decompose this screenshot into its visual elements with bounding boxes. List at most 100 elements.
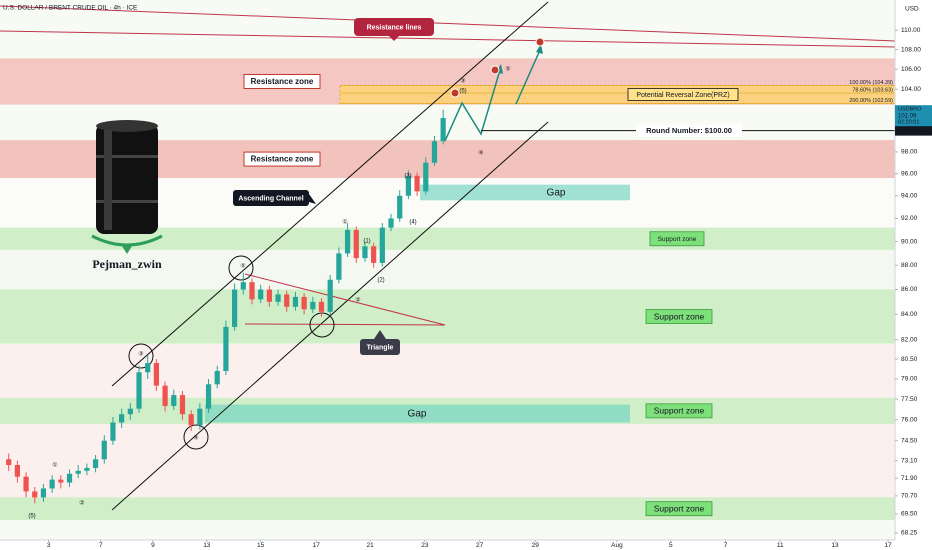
author: Pejman_zwin — [92, 257, 162, 271]
barrel-shine — [104, 130, 112, 230]
zone-label-box — [645, 403, 713, 419]
background-band — [0, 424, 895, 498]
candle-body — [431, 141, 438, 163]
prz-label-box — [627, 88, 739, 101]
last-price-symbol: USDBRO — [898, 107, 922, 113]
overlay: Round Number: $100.00 — [481, 124, 895, 137]
x-tick-label: 21 — [367, 542, 375, 549]
x-tick-label: 17 — [884, 542, 892, 549]
x-tick-label: 3 — [47, 542, 51, 549]
x-tick-label: 9 — [151, 542, 155, 549]
resistance-line — [0, 30, 896, 48]
x-tick-label: 7 — [724, 542, 728, 549]
y-tick-label: 69.50 — [901, 511, 918, 518]
annotation: Ascending Channel — [238, 195, 303, 202]
round-number-axis-label: 100.00 — [901, 128, 921, 135]
wave-label: (2) — [377, 278, 384, 284]
candle-body — [362, 246, 368, 259]
projection — [444, 69, 501, 142]
candle-body — [318, 301, 325, 312]
candle-body — [310, 301, 316, 310]
y-tick-label: 84.00 — [901, 311, 918, 318]
zone — [205, 404, 630, 423]
y-tick-label: 88.00 — [901, 262, 918, 269]
annotation-box — [360, 339, 400, 355]
y-tick-label: 68.25 — [901, 530, 918, 537]
candle-body — [119, 414, 125, 423]
wave-label: ② — [79, 500, 84, 507]
target — [535, 37, 545, 47]
candle-body — [353, 229, 359, 259]
round-number-label: Round Number: $100.00 — [646, 126, 732, 135]
zone — [0, 289, 895, 344]
prz-label: Potential Reversal Zone(PRZ) — [636, 92, 729, 99]
target — [490, 65, 500, 75]
candle-body — [440, 118, 446, 142]
triangle-line — [244, 323, 446, 326]
wave-label: ④ — [193, 435, 198, 442]
touch-circles — [128, 255, 335, 450]
round-number-axis-box — [895, 125, 932, 136]
zone-label: Support zone — [658, 236, 697, 243]
axis-labels: 68.25 69.50 70.70 71.90 73.10 74.50 76.00 77.50… — [47, 27, 932, 549]
candle-body — [249, 282, 255, 300]
candle-body — [397, 195, 403, 219]
wave-label: (5) — [459, 89, 466, 95]
zone-label: Gap — [408, 409, 427, 420]
zone — [0, 497, 895, 520]
last-price-box — [895, 105, 932, 127]
candle-body — [292, 296, 299, 307]
wave-labels: (5) ① ② ③ ④ ⑤ ① (1) (2) ② (3) (4) (5) ③ … — [28, 66, 510, 520]
candle-body — [188, 414, 194, 426]
last-price-timer: 02:20:01 — [898, 120, 919, 126]
x-tick-label: 13 — [203, 542, 211, 549]
y-tick-label: 92.00 — [901, 215, 918, 222]
y-tick-label: 108.00 — [901, 46, 921, 53]
barrel-arc — [91, 234, 163, 247]
x-tick-label: 7 — [99, 542, 103, 549]
touch-circle — [228, 255, 254, 281]
candle-body — [205, 384, 212, 409]
candle-body — [344, 229, 351, 254]
y-tick-label: 90.00 — [901, 238, 918, 245]
y-tick-label: 96.00 — [901, 170, 918, 177]
annotation-pointer — [389, 36, 399, 41]
background-band — [0, 344, 895, 398]
candle-body — [258, 289, 264, 300]
candle-body — [423, 162, 429, 192]
resistance-line — [0, 5, 896, 42]
wave-label: ① — [342, 219, 347, 226]
y-tick-label: 110.00 — [901, 27, 921, 34]
candle-body — [92, 459, 99, 468]
zone-label: Support zone — [654, 406, 705, 416]
annotation-pointer — [309, 194, 316, 204]
candle-body — [414, 175, 420, 192]
annotation-pointer — [374, 330, 386, 339]
zone-label-box — [243, 73, 321, 89]
projection-arrowhead — [496, 44, 543, 74]
triangle-line — [244, 273, 446, 326]
candle-body — [214, 370, 220, 385]
zone-label-box — [243, 151, 321, 167]
zone-label-box — [649, 231, 705, 247]
candle-body — [232, 289, 238, 327]
background-band — [0, 250, 895, 290]
candle-body — [58, 479, 64, 483]
x-tick-label: 15 — [257, 542, 265, 549]
barrel-arrow — [122, 246, 132, 254]
candle-body — [371, 246, 377, 263]
y-tick-label: 79.00 — [901, 376, 918, 383]
y-tick-label: 98.00 — [901, 149, 918, 156]
candle-body — [66, 473, 73, 483]
candle-body — [171, 395, 177, 406]
wave-label: ② — [355, 297, 360, 304]
y-tick-label: 74.50 — [901, 437, 918, 444]
candle-body — [75, 470, 81, 474]
fib-label: 78.60% (103.63) — [852, 88, 893, 94]
zone-label: Support zone — [654, 503, 705, 513]
y-tick-label: 73.10 — [901, 457, 918, 464]
candle-body — [197, 408, 203, 426]
candles — [6, 109, 446, 504]
candle-body — [284, 294, 290, 307]
x-tick-label: 13 — [831, 542, 839, 549]
